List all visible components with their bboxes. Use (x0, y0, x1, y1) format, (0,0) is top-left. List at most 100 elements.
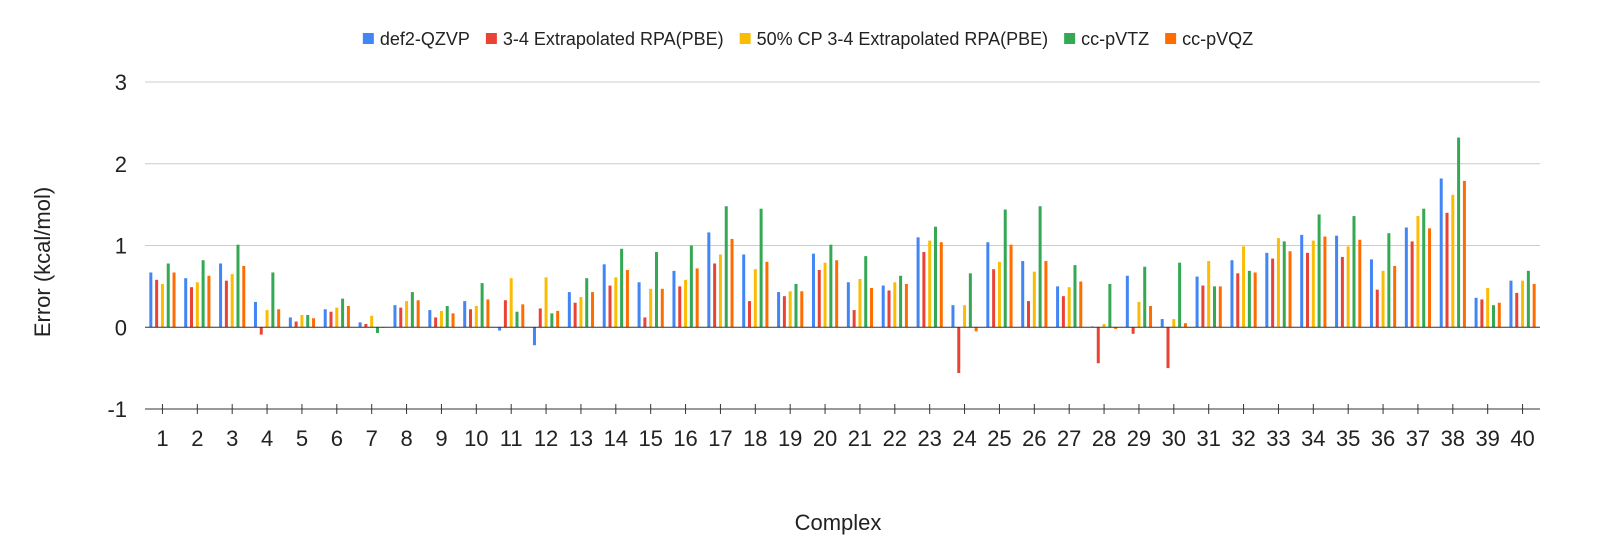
bar (904, 283, 908, 328)
bar (788, 291, 792, 328)
bar (893, 282, 897, 328)
bar (480, 283, 484, 328)
bar (1445, 212, 1449, 328)
bar (1131, 327, 1135, 334)
y-axis-title: Error (kcal/mol) (30, 187, 55, 337)
bar (1253, 272, 1257, 328)
bar (1218, 286, 1222, 328)
bar (858, 279, 862, 328)
bar (503, 300, 507, 328)
x-tick-label: 8 (400, 426, 412, 451)
bar (1317, 214, 1321, 328)
bar (1143, 266, 1147, 328)
x-tick-label: 25 (987, 426, 1011, 451)
bar (451, 313, 455, 328)
bar (201, 260, 205, 328)
bar (1027, 301, 1031, 328)
bar (469, 309, 473, 328)
bar (730, 238, 734, 328)
x-tick-label: 11 (500, 426, 523, 451)
x-tick-label: 35 (1336, 426, 1360, 451)
x-axis-ticks: 1 2 3 4 5 6 7 8 9 10 11 12 13 14 15 16 17 18 19 20 21 22 23 24 2… (156, 426, 1534, 451)
bar (852, 310, 856, 328)
bar (887, 290, 891, 328)
bar (1137, 301, 1141, 328)
x-tick-label: 39 (1475, 426, 1499, 451)
bar (1061, 296, 1065, 328)
bar (1410, 241, 1414, 328)
x-axis-title: Complex (795, 510, 882, 535)
bar (515, 311, 519, 328)
bar (1149, 305, 1153, 328)
bar (1381, 270, 1385, 328)
bar (1300, 234, 1304, 328)
bar (329, 311, 333, 328)
bar (190, 287, 194, 328)
x-axis (145, 326, 1540, 414)
bar (748, 301, 752, 328)
x-tick-label: 15 (638, 426, 662, 451)
bar (1247, 270, 1251, 328)
bar (968, 273, 972, 328)
x-tick-label: 13 (569, 426, 593, 451)
bar (742, 254, 746, 328)
bar (1457, 137, 1461, 328)
x-tick-label: 3 (226, 426, 238, 451)
x-tick-label: 4 (261, 426, 273, 451)
bar (579, 297, 583, 328)
legend-swatch (362, 33, 374, 44)
bar (405, 301, 409, 328)
bar (1021, 261, 1025, 328)
bar (370, 315, 374, 328)
bar (271, 272, 275, 328)
x-tick-label: 26 (1022, 426, 1046, 451)
bar (963, 305, 967, 328)
bar (1073, 265, 1077, 328)
bar (1497, 302, 1501, 328)
bar (1102, 323, 1106, 328)
x-tick-label: 6 (331, 426, 343, 451)
bar (933, 226, 937, 328)
bar (172, 272, 176, 328)
bar (1183, 323, 1187, 328)
bar (219, 263, 223, 328)
bar (1422, 208, 1426, 328)
bar (829, 244, 833, 328)
bar (602, 264, 606, 328)
x-tick-label: 29 (1127, 426, 1151, 451)
bar (672, 270, 676, 328)
bar (846, 282, 850, 328)
bar (637, 282, 641, 328)
bar (358, 322, 362, 328)
bar (997, 261, 1001, 328)
x-tick-label: 5 (296, 426, 308, 451)
bar (1340, 256, 1344, 328)
x-tick-label: 38 (1441, 426, 1465, 451)
bar (474, 305, 478, 328)
x-tick-label: 37 (1406, 426, 1430, 451)
bar (660, 288, 664, 328)
bar (1387, 233, 1391, 328)
x-tick-label: 30 (1162, 426, 1186, 451)
bar (649, 288, 653, 328)
bar (1451, 194, 1455, 328)
bar (1166, 327, 1170, 369)
bar (1306, 252, 1310, 328)
bar (230, 274, 234, 328)
bar (1125, 275, 1129, 328)
bar (1323, 236, 1327, 328)
bar (1265, 252, 1269, 328)
bar (224, 280, 228, 328)
bars (149, 137, 1536, 374)
bar (277, 309, 281, 328)
bar (312, 318, 316, 328)
bar (1428, 228, 1432, 328)
bar (951, 305, 955, 328)
bar (1509, 280, 1513, 328)
bar (1480, 299, 1484, 328)
bar (1532, 283, 1536, 328)
bar (1358, 239, 1362, 328)
bar (643, 317, 647, 328)
x-tick-label: 24 (952, 426, 976, 451)
